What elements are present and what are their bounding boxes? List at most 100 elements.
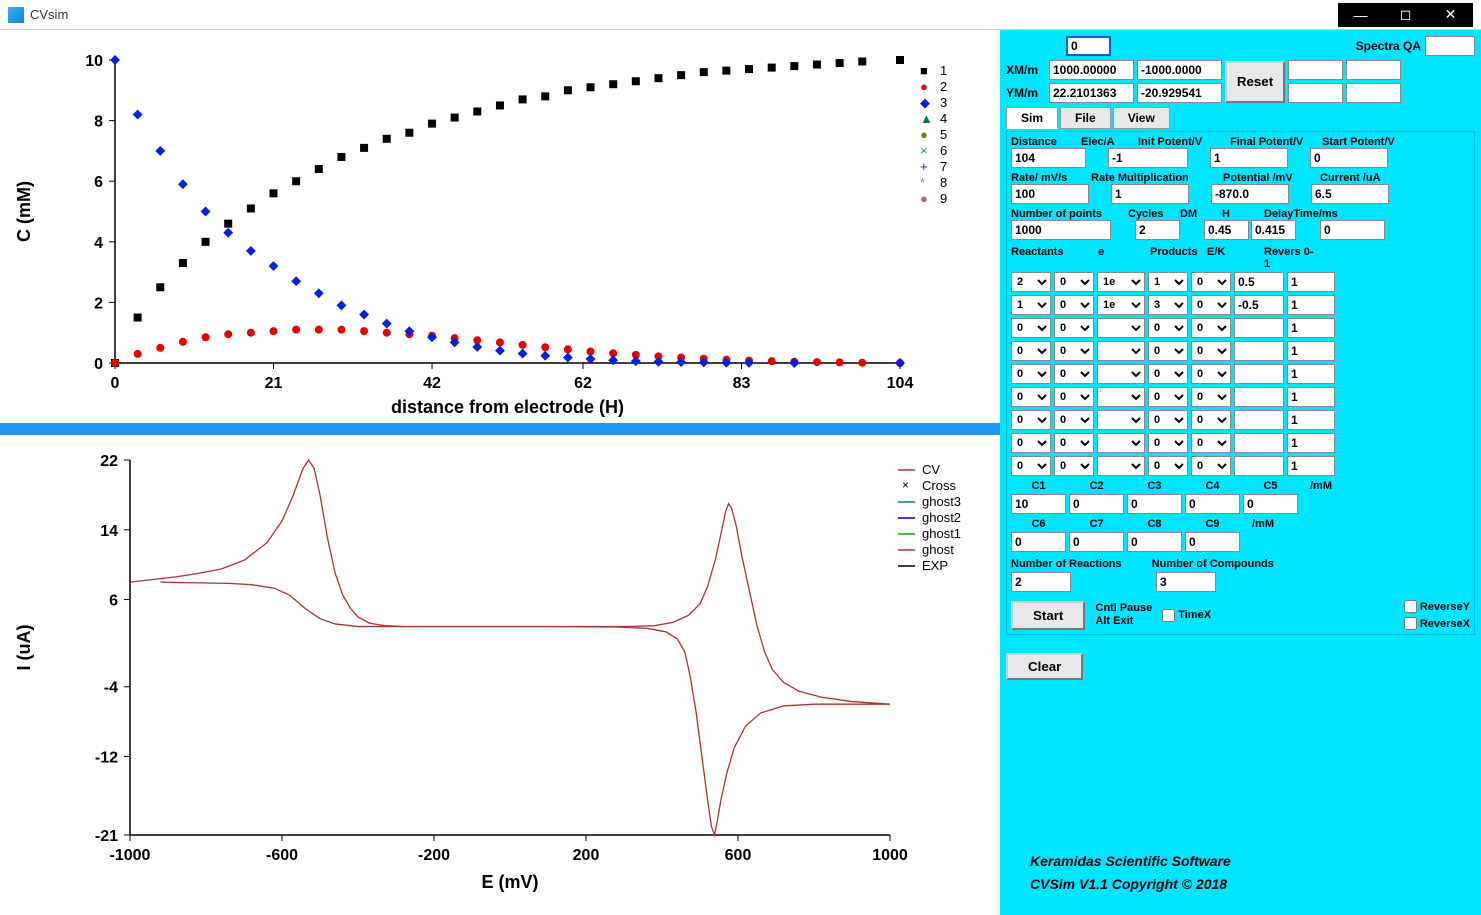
c2-input[interactable] [1069,494,1124,514]
react-2-r1[interactable]: 0 [1011,318,1051,338]
react-8-e[interactable] [1097,456,1145,476]
maximize-button[interactable]: ◻ [1383,3,1428,27]
react-5-rev[interactable] [1287,387,1335,407]
react-0-r1[interactable]: 2 [1011,272,1051,292]
ym-min[interactable] [1137,83,1222,103]
potential-input[interactable] [1211,184,1289,204]
reversey-checkbox[interactable]: ReverseY [1404,600,1470,613]
tab-file[interactable]: File [1060,107,1111,129]
num-reactions-input[interactable] [1011,572,1071,592]
extra-2[interactable] [1346,60,1401,80]
npts-input[interactable] [1011,220,1111,240]
react-5-e[interactable] [1097,387,1145,407]
dm-input[interactable] [1204,220,1249,240]
react-5-p1[interactable]: 0 [1148,387,1188,407]
react-6-rev[interactable] [1287,410,1335,430]
react-2-p1[interactable]: 0 [1148,318,1188,338]
c8-input[interactable] [1127,532,1182,552]
react-5-r1[interactable]: 0 [1011,387,1051,407]
react-2-e[interactable] [1097,318,1145,338]
react-0-r2[interactable]: 0 [1054,272,1094,292]
close-button[interactable]: ✕ [1428,3,1473,27]
tab-view[interactable]: View [1113,107,1170,129]
react-4-p2[interactable]: 0 [1191,364,1231,384]
c4-input[interactable] [1185,494,1240,514]
react-6-p1[interactable]: 0 [1148,410,1188,430]
cycles-input[interactable] [1135,220,1180,240]
react-1-r1[interactable]: 1 [1011,295,1051,315]
extra-3[interactable] [1288,83,1343,103]
rate-input[interactable] [1011,184,1089,204]
react-7-rev[interactable] [1287,433,1335,453]
react-1-e[interactable]: 1e [1097,295,1145,315]
react-1-p2[interactable]: 0 [1191,295,1231,315]
react-7-ek[interactable] [1234,433,1284,453]
current-input[interactable] [1311,184,1389,204]
startpot-input[interactable] [1310,148,1388,168]
h-input[interactable] [1251,220,1296,240]
react-5-p2[interactable]: 0 [1191,387,1231,407]
react-0-p1[interactable]: 1 [1148,272,1188,292]
react-4-ek[interactable] [1234,364,1284,384]
react-1-p1[interactable]: 3 [1148,295,1188,315]
react-2-r2[interactable]: 0 [1054,318,1094,338]
react-3-ek[interactable] [1234,341,1284,361]
react-1-ek[interactable] [1234,295,1284,315]
react-5-r2[interactable]: 0 [1054,387,1094,407]
react-7-r1[interactable]: 0 [1011,433,1051,453]
react-3-p2[interactable]: 0 [1191,341,1231,361]
react-3-e[interactable] [1097,341,1145,361]
tab-sim[interactable]: Sim [1006,107,1058,129]
start-button[interactable]: Start [1011,601,1085,630]
react-0-rev[interactable] [1287,272,1335,292]
react-0-e[interactable]: 1e [1097,272,1145,292]
react-8-ek[interactable] [1234,456,1284,476]
react-4-r2[interactable]: 0 [1054,364,1094,384]
react-4-e[interactable] [1097,364,1145,384]
react-5-ek[interactable] [1234,387,1284,407]
reset-button[interactable]: Reset [1225,61,1285,103]
react-1-rev[interactable] [1287,295,1335,315]
c7-input[interactable] [1069,532,1124,552]
react-0-p2[interactable]: 0 [1191,272,1231,292]
delay-input[interactable] [1320,220,1385,240]
react-7-p1[interactable]: 0 [1148,433,1188,453]
c1-input[interactable] [1011,494,1066,514]
react-3-r2[interactable]: 0 [1054,341,1094,361]
react-8-r1[interactable]: 0 [1011,456,1051,476]
spectra-field[interactable] [1425,36,1475,56]
react-6-ek[interactable] [1234,410,1284,430]
c5-input[interactable] [1243,494,1298,514]
react-8-rev[interactable] [1287,456,1335,476]
xm-max[interactable] [1049,60,1134,80]
c3-input[interactable] [1127,494,1182,514]
react-2-p2[interactable]: 0 [1191,318,1231,338]
minimize-button[interactable]: — [1338,3,1383,27]
c9-input[interactable] [1185,532,1240,552]
react-3-p1[interactable]: 0 [1148,341,1188,361]
react-8-p1[interactable]: 0 [1148,456,1188,476]
react-6-r1[interactable]: 0 [1011,410,1051,430]
xm-min[interactable] [1137,60,1222,80]
reversex-checkbox[interactable]: ReverseX [1404,617,1470,630]
ym-max[interactable] [1049,83,1134,103]
react-8-p2[interactable]: 0 [1191,456,1231,476]
react-6-r2[interactable]: 0 [1054,410,1094,430]
react-3-r1[interactable]: 0 [1011,341,1051,361]
finalpot-input[interactable] [1210,148,1288,168]
ratemult-input[interactable] [1111,184,1189,204]
react-7-r2[interactable]: 0 [1054,433,1094,453]
react-0-ek[interactable] [1234,272,1284,292]
clear-button[interactable]: Clear [1006,653,1083,680]
c6-input[interactable] [1011,532,1066,552]
react-7-e[interactable] [1097,433,1145,453]
react-2-ek[interactable] [1234,318,1284,338]
top-field[interactable] [1066,36,1111,56]
react-8-r2[interactable]: 0 [1054,456,1094,476]
react-4-r1[interactable]: 0 [1011,364,1051,384]
react-3-rev[interactable] [1287,341,1335,361]
distance-input[interactable] [1011,148,1086,168]
num-compounds-input[interactable] [1156,572,1216,592]
react-4-p1[interactable]: 0 [1148,364,1188,384]
react-6-e[interactable] [1097,410,1145,430]
